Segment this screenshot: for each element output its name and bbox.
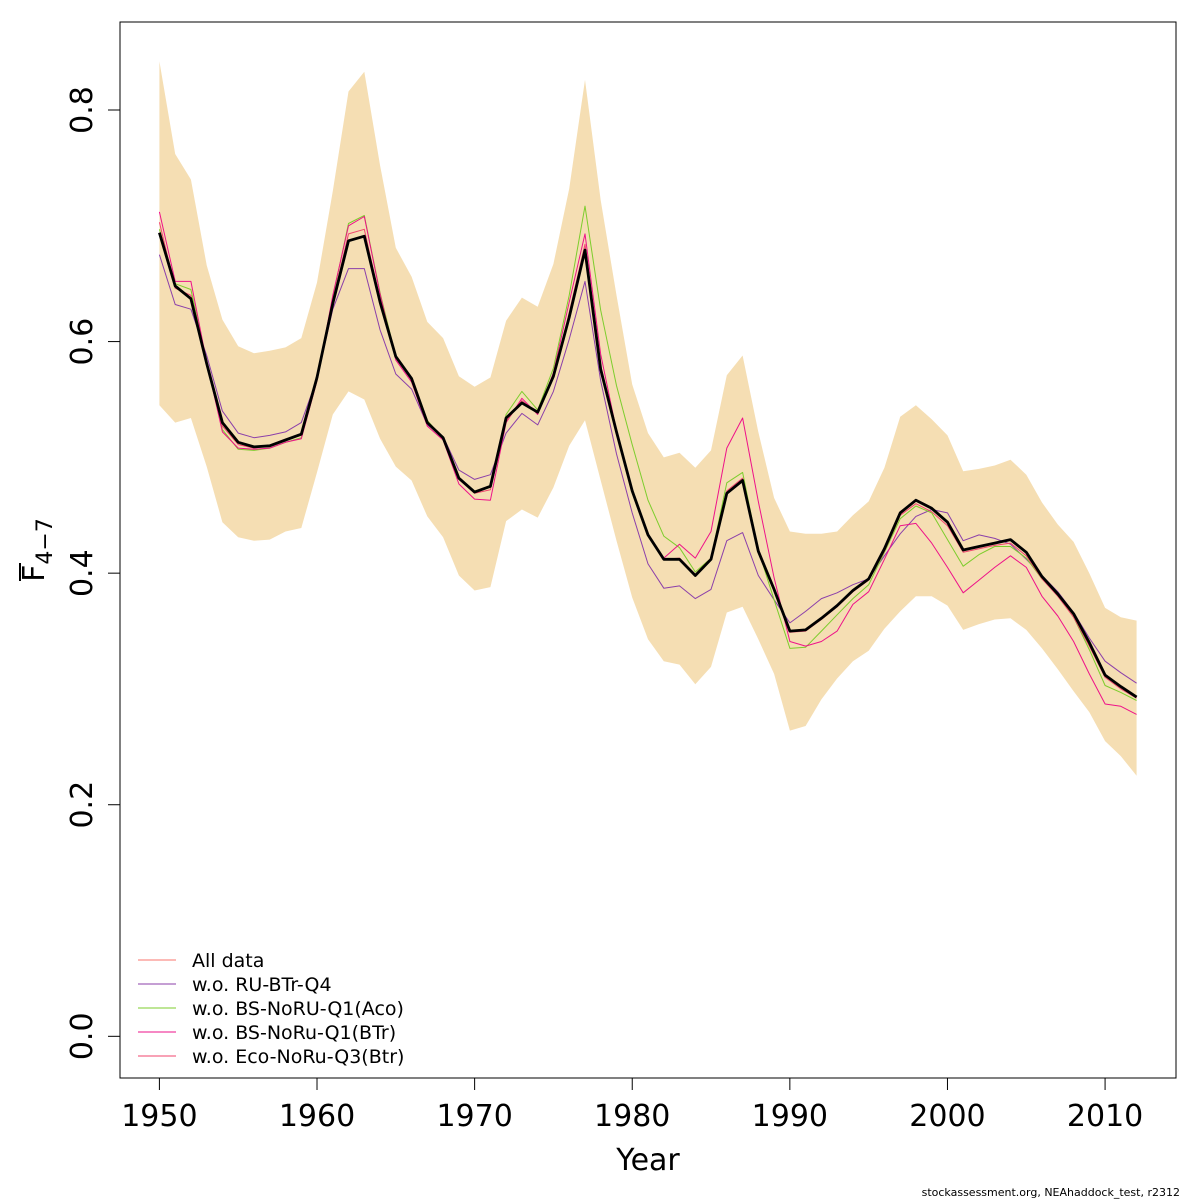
y-axis: 0.0 0.2 0.4 0.6 0.8 [65,86,121,1060]
x-tick-label: 1950 [121,1099,197,1134]
confidence-band-layer [159,61,1137,776]
series-line-estimate [158,232,1138,699]
y-tick-label: 0.2 [65,781,100,829]
legend-label: w.o. Eco-NoRu-Q3(Btr) [192,1046,404,1068]
legend-label: w.o. RU-BTr-Q4 [192,974,332,996]
legend-label: w.o. BS-NoRU-Q1(Aco) [192,998,404,1020]
y-axis-title: F4−7 [17,518,58,582]
x-tick-label: 1990 [752,1099,828,1134]
y-tick-label: 0.6 [65,318,100,366]
y-axis-title-main: F [17,565,52,582]
series-layer [158,205,1138,715]
y-tick-label: 0.0 [65,1012,100,1060]
y-tick-label: 0.8 [65,86,100,134]
confidence-band [159,61,1137,776]
x-tick-label: 2010 [1067,1099,1143,1134]
x-tick-label: 2000 [909,1099,985,1134]
svg-text:F4−7: F4−7 [17,518,58,582]
footer-credit: stockassessment.org, NEAhaddock_test, r2… [922,1186,1180,1199]
x-tick-label: 1960 [279,1099,355,1134]
x-tick-label: 1970 [436,1099,512,1134]
y-tick-label: 0.4 [65,549,100,597]
x-tick-label: 1980 [594,1099,670,1134]
y-axis-title-subscript: 4−7 [33,518,58,564]
x-axis: 1950 1960 1970 1980 1990 2000 2010 [121,1077,1143,1134]
x-axis-title: Year [615,1143,680,1178]
legend-label: All data [192,950,264,972]
legend-label: w.o. BS-NoRu-Q1(BTr) [192,1022,396,1044]
